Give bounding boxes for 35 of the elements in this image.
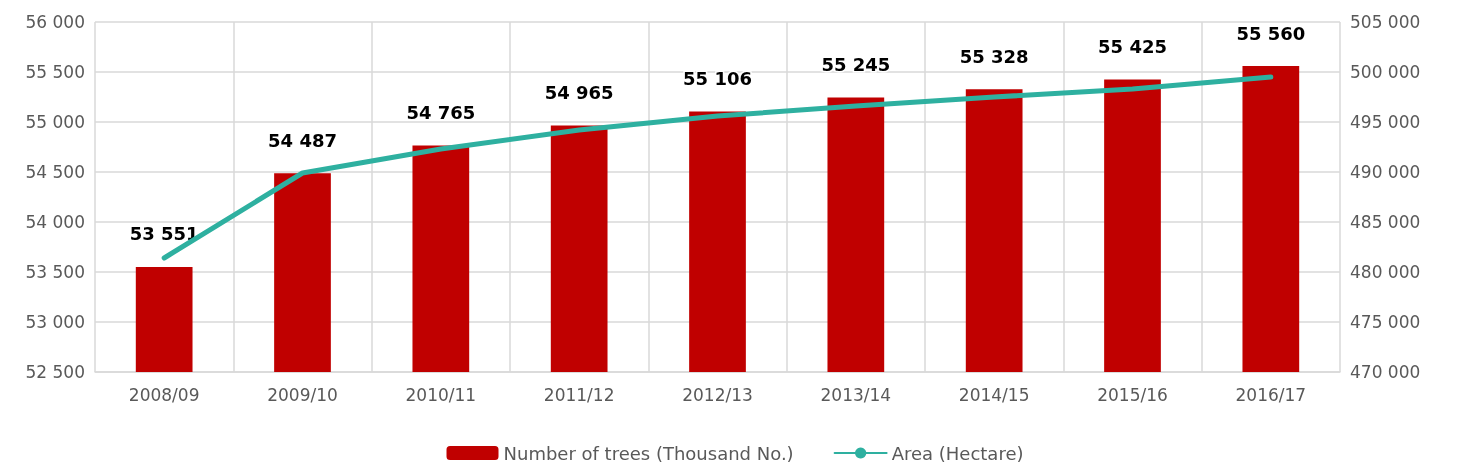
y2-tick-label: 470 000 [1350,362,1421,382]
y-tick-label: 53 000 [25,312,85,332]
legend-label: Area (Hectare) [891,442,1024,464]
x-tick-label: 2010/11 [405,384,477,405]
x-tick-label: 2013/14 [820,384,892,405]
y-tick-label: 56 000 [25,12,85,32]
data-label: 55 106 [683,67,752,89]
x-tick-label: 2008/09 [128,384,200,405]
y-tick-label: 52 500 [25,362,85,382]
y-tick-label: 54 500 [25,162,85,182]
y2-tick-label: 505 000 [1350,12,1421,32]
x-tick-label: 2016/17 [1235,384,1307,405]
y2-tick-label: 500 000 [1350,62,1421,82]
y2-tick-label: 475 000 [1350,312,1421,332]
data-label: 55 328 [959,45,1029,67]
y-tick-label: 53 500 [25,262,85,282]
x-tick-label: 2015/16 [1097,384,1168,405]
data-label: 55 425 [1098,36,1167,57]
data-label: 54 965 [544,82,614,103]
legend-label: Number of trees (Thousand No.) [503,442,794,464]
data-label: 55 560 [1236,22,1306,44]
y2-tick-label: 480 000 [1350,262,1421,282]
data-label: 54 765 [406,102,476,123]
y-tick-label: 54 000 [25,212,85,232]
y-tick-label: 55 000 [25,112,85,132]
x-tick-label: 2009/10 [267,384,338,405]
y2-tick-label: 485 000 [1350,212,1421,232]
x-tick-label: 2011/12 [543,384,615,405]
y-tick-label: 55 500 [25,62,85,82]
data-label: 55 245 [821,54,891,75]
y2-tick-label: 495 000 [1350,112,1421,132]
x-tick-label: 2014/15 [958,384,1030,405]
y2-tick-label: 490 000 [1350,162,1421,182]
data-label: 54 487 [268,129,337,151]
x-tick-label: 2012/13 [682,384,753,405]
